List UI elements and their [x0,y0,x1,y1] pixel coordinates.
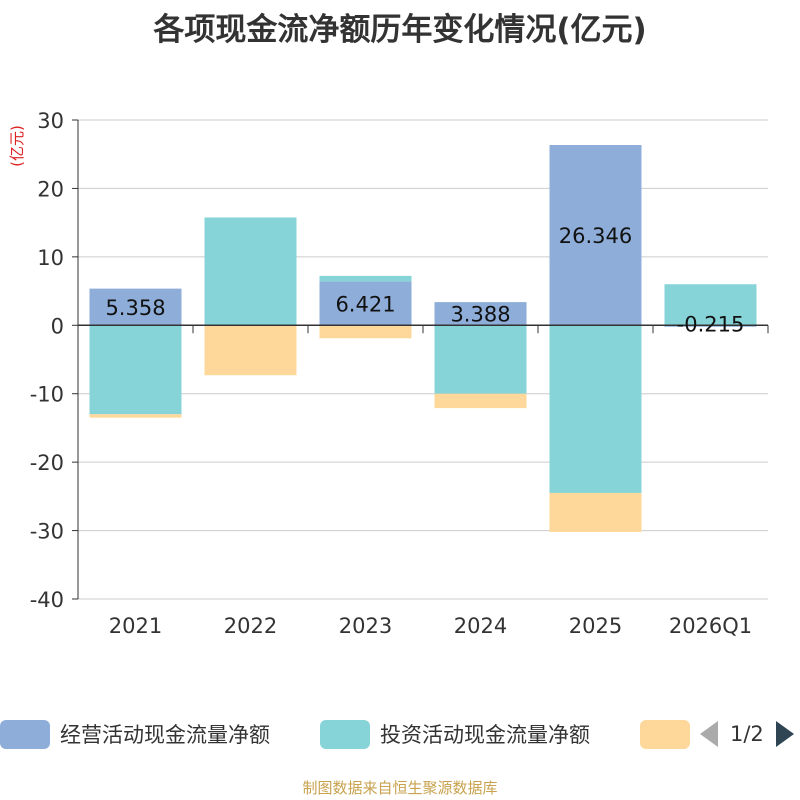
x-tick-label-2022: 2022 [224,614,277,638]
data-label-operating-2023: 6.421 [335,292,395,316]
y-tick-label-10: 10 [37,246,64,270]
legend-swatch-operating [0,719,50,749]
y-tick-label-20: 20 [37,177,64,201]
bar-investing-2022 [204,217,297,325]
y-tick-label--30: -30 [30,520,64,544]
legend: 经营活动现金流量净额 投资活动现金流量净额 [0,716,800,756]
legend-label-operating: 经营活动现金流量净额 [60,723,270,747]
bar-financing-2021 [89,414,182,418]
x-tick-label-2026Q1: 2026Q1 [669,614,752,638]
x-tick-label-2025: 2025 [569,614,622,638]
legend-label-investing: 投资活动现金流量净额 [380,723,590,747]
y-tick-label--10: -10 [30,383,64,407]
bar-financing-2025 [549,492,642,532]
data-label-operating-2024: 3.388 [450,303,510,327]
bar-investing-2025 [549,325,642,493]
data-label-operating-2026Q1: -0.215 [677,312,745,336]
bar-investing-2026Q1 [664,284,757,326]
bar-operating-2023 [319,281,412,326]
legend-swatch-investing [320,719,370,749]
bar-financing-2024 [434,393,527,409]
bar-investing-2024 [434,325,527,394]
bar-financing-2023 [319,325,412,339]
legend-pager: 1/2 [700,716,794,752]
bar-investing-2021 [89,325,182,415]
legend-item-financing[interactable] [640,716,690,752]
bars [89,145,757,532]
x-tick-label-2023: 2023 [339,614,392,638]
legend-item-operating[interactable]: 经营活动现金流量净额 [0,716,270,752]
bar-investing-2023 [319,275,412,282]
x-tick-label-2024: 2024 [454,614,507,638]
bar-financing-2022 [204,325,297,376]
pager-prev-icon[interactable] [700,721,718,747]
legend-swatch-financing [640,719,690,749]
bar-operating-2025 [549,145,642,326]
data-label-operating-2025: 26.346 [559,224,632,248]
y-axis-label: (亿元) [8,125,26,167]
data-label-operating-2021: 5.358 [105,296,165,320]
y-tick-label--40: -40 [30,588,64,612]
legend-item-investing[interactable]: 投资活动现金流量净额 [320,716,590,752]
bar-operating-2021 [89,288,182,326]
data-labels: 5.358 6.421 3.388 26.346 -0.215 [105,224,744,336]
chart-title: 各项现金流净额历年变化情况(亿元) [153,12,647,48]
axes: 30 20 10 0 -10 -20 -30 -40 (亿元) 2021 2022 2023 2024 2… [8,109,769,638]
y-tick-label--20: -20 [30,451,64,475]
footer-source: 制图数据来自恒生聚源数据库 [302,779,498,797]
y-tick-label-30: 30 [37,109,64,133]
bar-operating-2024 [434,302,527,326]
pager-page-text: 1/2 [730,722,764,746]
pager-next-icon[interactable] [775,721,794,747]
y-tick-label-0: 0 [51,314,64,338]
x-tick-label-2021: 2021 [109,614,162,638]
